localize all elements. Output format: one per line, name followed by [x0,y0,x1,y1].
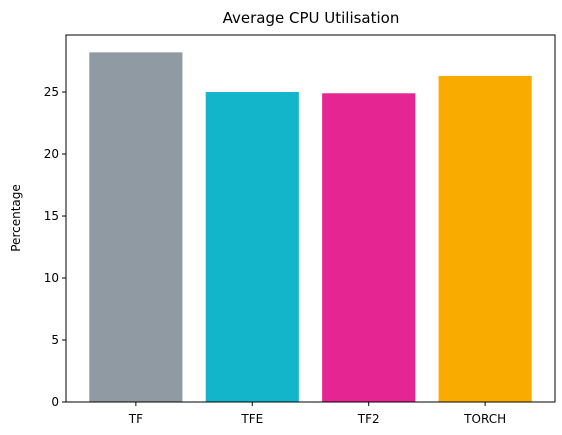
bar-tf [89,52,183,403]
x-tick-label: TF [128,412,143,426]
y-tick-label: 20 [44,147,59,161]
y-tick-label: 25 [44,85,59,99]
x-tick-label: TF2 [357,412,380,426]
y-tick-label: 0 [51,395,59,409]
bar-tfe [205,92,299,402]
y-axis-label: Percentage [9,184,23,252]
y-tick-label: 15 [44,209,59,223]
x-ticks-group: TF TFE TF2 TORCH [128,402,506,426]
plot-frame [65,34,556,403]
bar-tf2 [322,93,416,402]
x-tick-label: TORCH [463,412,506,426]
chart-title: Average CPU Utilisation [223,9,400,27]
x-tick-label: TFE [240,412,263,426]
y-ticks-group: 0 5 10 15 20 25 [44,85,66,409]
bars-group [89,52,532,403]
y-tick-label: 5 [51,333,59,347]
y-tick-label: 10 [44,271,59,285]
bar-torch [438,75,532,403]
